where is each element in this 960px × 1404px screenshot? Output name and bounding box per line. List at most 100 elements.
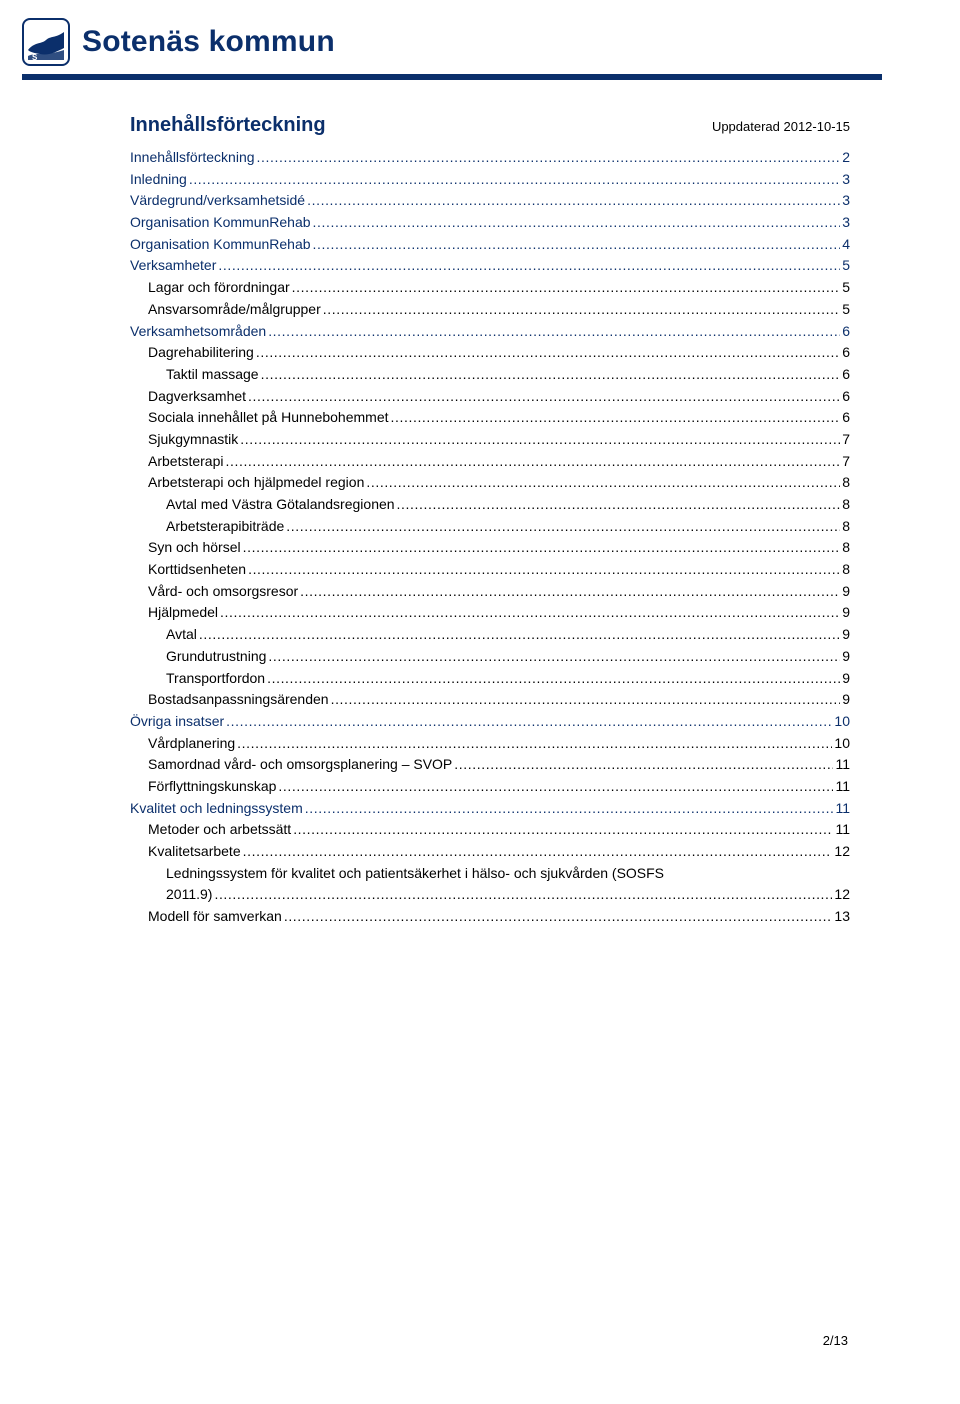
toc-entry[interactable]: Grundutrustning9	[130, 646, 850, 668]
toc-label: Ansvarsområde/målgrupper	[148, 299, 321, 321]
toc-leader-dots	[307, 190, 840, 212]
toc-leader-dots	[300, 581, 840, 603]
toc-entry[interactable]: Arbetsterapibiträde 8	[130, 516, 850, 538]
toc-entry[interactable]: Samordnad vård- och omsorgsplanering – S…	[130, 754, 850, 776]
toc-label: Dagrehabilitering	[148, 342, 254, 364]
toc-entry[interactable]: Taktil massage6	[130, 364, 850, 386]
toc-entry[interactable]: Dagrehabilitering 6	[130, 342, 850, 364]
toc-entry[interactable]: Arbetsterapi7	[130, 451, 850, 473]
toc-label: Vårdplanering	[148, 733, 235, 755]
toc-page-number: 6	[842, 407, 850, 429]
toc-entry[interactable]: Innehållsförteckning2	[130, 147, 850, 169]
toc-label: Organisation KommunRehab	[130, 212, 311, 234]
toc-entry[interactable]: Syn och hörsel8	[130, 537, 850, 559]
toc-label: Modell för samverkan	[148, 906, 282, 928]
toc-leader-dots	[218, 255, 840, 277]
toc-label: Vård- och omsorgsresor	[148, 581, 298, 603]
toc-label: Arbetsterapi och hjälpmedel region	[148, 472, 364, 494]
toc-label: 2011.9)	[166, 884, 212, 906]
toc-label: Dagverksamhet	[148, 386, 246, 408]
toc-label: Arbetsterapibiträde	[166, 516, 284, 538]
toc-page-number: 6	[842, 321, 850, 343]
toc-entry[interactable]: Metoder och arbetssätt11	[130, 819, 850, 841]
toc-entry[interactable]: Inledning 3	[130, 169, 850, 191]
toc-entry[interactable]: Sjukgymnastik 7	[130, 429, 850, 451]
toc-page-number: 3	[842, 190, 850, 212]
toc-page-number: 8	[842, 537, 850, 559]
toc-entry[interactable]: Transportfordon9	[130, 668, 850, 690]
toc-leader-dots	[391, 407, 841, 429]
toc-leader-dots	[189, 169, 840, 191]
toc-page-number: 8	[842, 516, 850, 538]
toc-leader-dots	[454, 754, 833, 776]
toc-entry[interactable]: Förflyttningskunskap11	[130, 776, 850, 798]
toc-label: Innehållsförteckning	[130, 147, 255, 169]
toc-entry[interactable]: Verksamheter5	[130, 255, 850, 277]
toc-entry[interactable]: Övriga insatser 10	[130, 711, 850, 733]
toc-entry[interactable]: Vårdplanering10	[130, 733, 850, 755]
updated-date: Uppdaterad 2012-10-15	[712, 119, 850, 134]
toc-label: Taktil massage	[166, 364, 259, 386]
toc-page-number: 3	[842, 169, 850, 191]
toc-leader-dots	[313, 212, 841, 234]
toc-leader-dots	[284, 906, 833, 928]
toc-entry[interactable]: Värdegrund/verksamhetsidé 3	[130, 190, 850, 212]
svg-text:S: S	[32, 53, 38, 62]
toc-entry[interactable]: Sociala innehållet på Hunnebohemmet6	[130, 407, 850, 429]
toc-label: Verksamhetsområden	[130, 321, 266, 343]
toc-leader-dots	[278, 776, 833, 798]
toc-page-number: 9	[842, 689, 850, 711]
toc-leader-dots	[313, 234, 841, 256]
toc-entry[interactable]: Verksamhetsområden 6	[130, 321, 850, 343]
toc-leader-dots	[226, 711, 832, 733]
toc-label: Samordnad vård- och omsorgsplanering – S…	[148, 754, 452, 776]
toc-leader-dots	[256, 342, 840, 364]
toc-label: Inledning	[130, 169, 187, 191]
toc-label: Värdegrund/verksamhetsidé	[130, 190, 305, 212]
table-of-contents: Innehållsförteckning2Inledning3Värdegrun…	[130, 147, 850, 928]
toc-leader-dots	[366, 472, 840, 494]
toc-label: Sjukgymnastik	[148, 429, 238, 451]
toc-page-number: 8	[842, 559, 850, 581]
toc-label: Organisation KommunRehab	[130, 234, 311, 256]
toc-entry[interactable]: 2011.9) 12	[130, 884, 850, 906]
page-number: 2/13	[823, 1333, 848, 1348]
toc-entry[interactable]: Lagar och förordningar5	[130, 277, 850, 299]
toc-page-number: 12	[834, 884, 850, 906]
toc-leader-dots	[267, 668, 840, 690]
toc-entry[interactable]: Ledningssystem för kvalitet och patients…	[130, 863, 850, 885]
toc-leader-dots	[286, 516, 840, 538]
toc-entry[interactable]: Vård- och omsorgsresor9	[130, 581, 850, 603]
toc-label: Kvalitet och ledningssystem	[130, 798, 303, 820]
toc-label: Verksamheter	[130, 255, 216, 277]
toc-entry[interactable]: Modell för samverkan13	[130, 906, 850, 928]
toc-page-number: 9	[842, 602, 850, 624]
toc-leader-dots	[257, 147, 841, 169]
toc-label: Övriga insatser	[130, 711, 224, 733]
toc-entry[interactable]: Ansvarsområde/målgrupper 5	[130, 299, 850, 321]
toc-entry[interactable]: Kvalitetsarbete12	[130, 841, 850, 863]
page-header: S Sotenäs kommun	[0, 0, 960, 90]
toc-entry[interactable]: Dagverksamhet6	[130, 386, 850, 408]
title-row: Innehållsförteckning Uppdaterad 2012-10-…	[130, 114, 850, 137]
toc-entry[interactable]: Bostadsanpassningsärenden9	[130, 689, 850, 711]
toc-leader-dots	[220, 602, 840, 624]
toc-entry[interactable]: Avtal med Västra Götalandsregionen8	[130, 494, 850, 516]
toc-entry[interactable]: Korttidsenheten8	[130, 559, 850, 581]
toc-leader-dots	[261, 364, 841, 386]
toc-entry[interactable]: Arbetsterapi och hjälpmedel region8	[130, 472, 850, 494]
toc-page-number: 5	[842, 299, 850, 321]
toc-entry[interactable]: Kvalitet och ledningssystem11	[130, 798, 850, 820]
toc-entry[interactable]: Hjälpmedel9	[130, 602, 850, 624]
toc-entry[interactable]: Avtal9	[130, 624, 850, 646]
toc-leader-dots	[305, 798, 834, 820]
toc-page-number: 6	[842, 342, 850, 364]
toc-page-number: 10	[834, 711, 850, 733]
toc-entry[interactable]: Organisation KommunRehab3	[130, 212, 850, 234]
toc-leader-dots	[214, 884, 832, 906]
toc-page-number: 11	[835, 819, 850, 841]
brand-name: Sotenäs kommun	[82, 25, 335, 59]
toc-page-number: 9	[842, 646, 850, 668]
toc-page-number: 7	[842, 429, 850, 451]
toc-entry[interactable]: Organisation KommunRehab4	[130, 234, 850, 256]
